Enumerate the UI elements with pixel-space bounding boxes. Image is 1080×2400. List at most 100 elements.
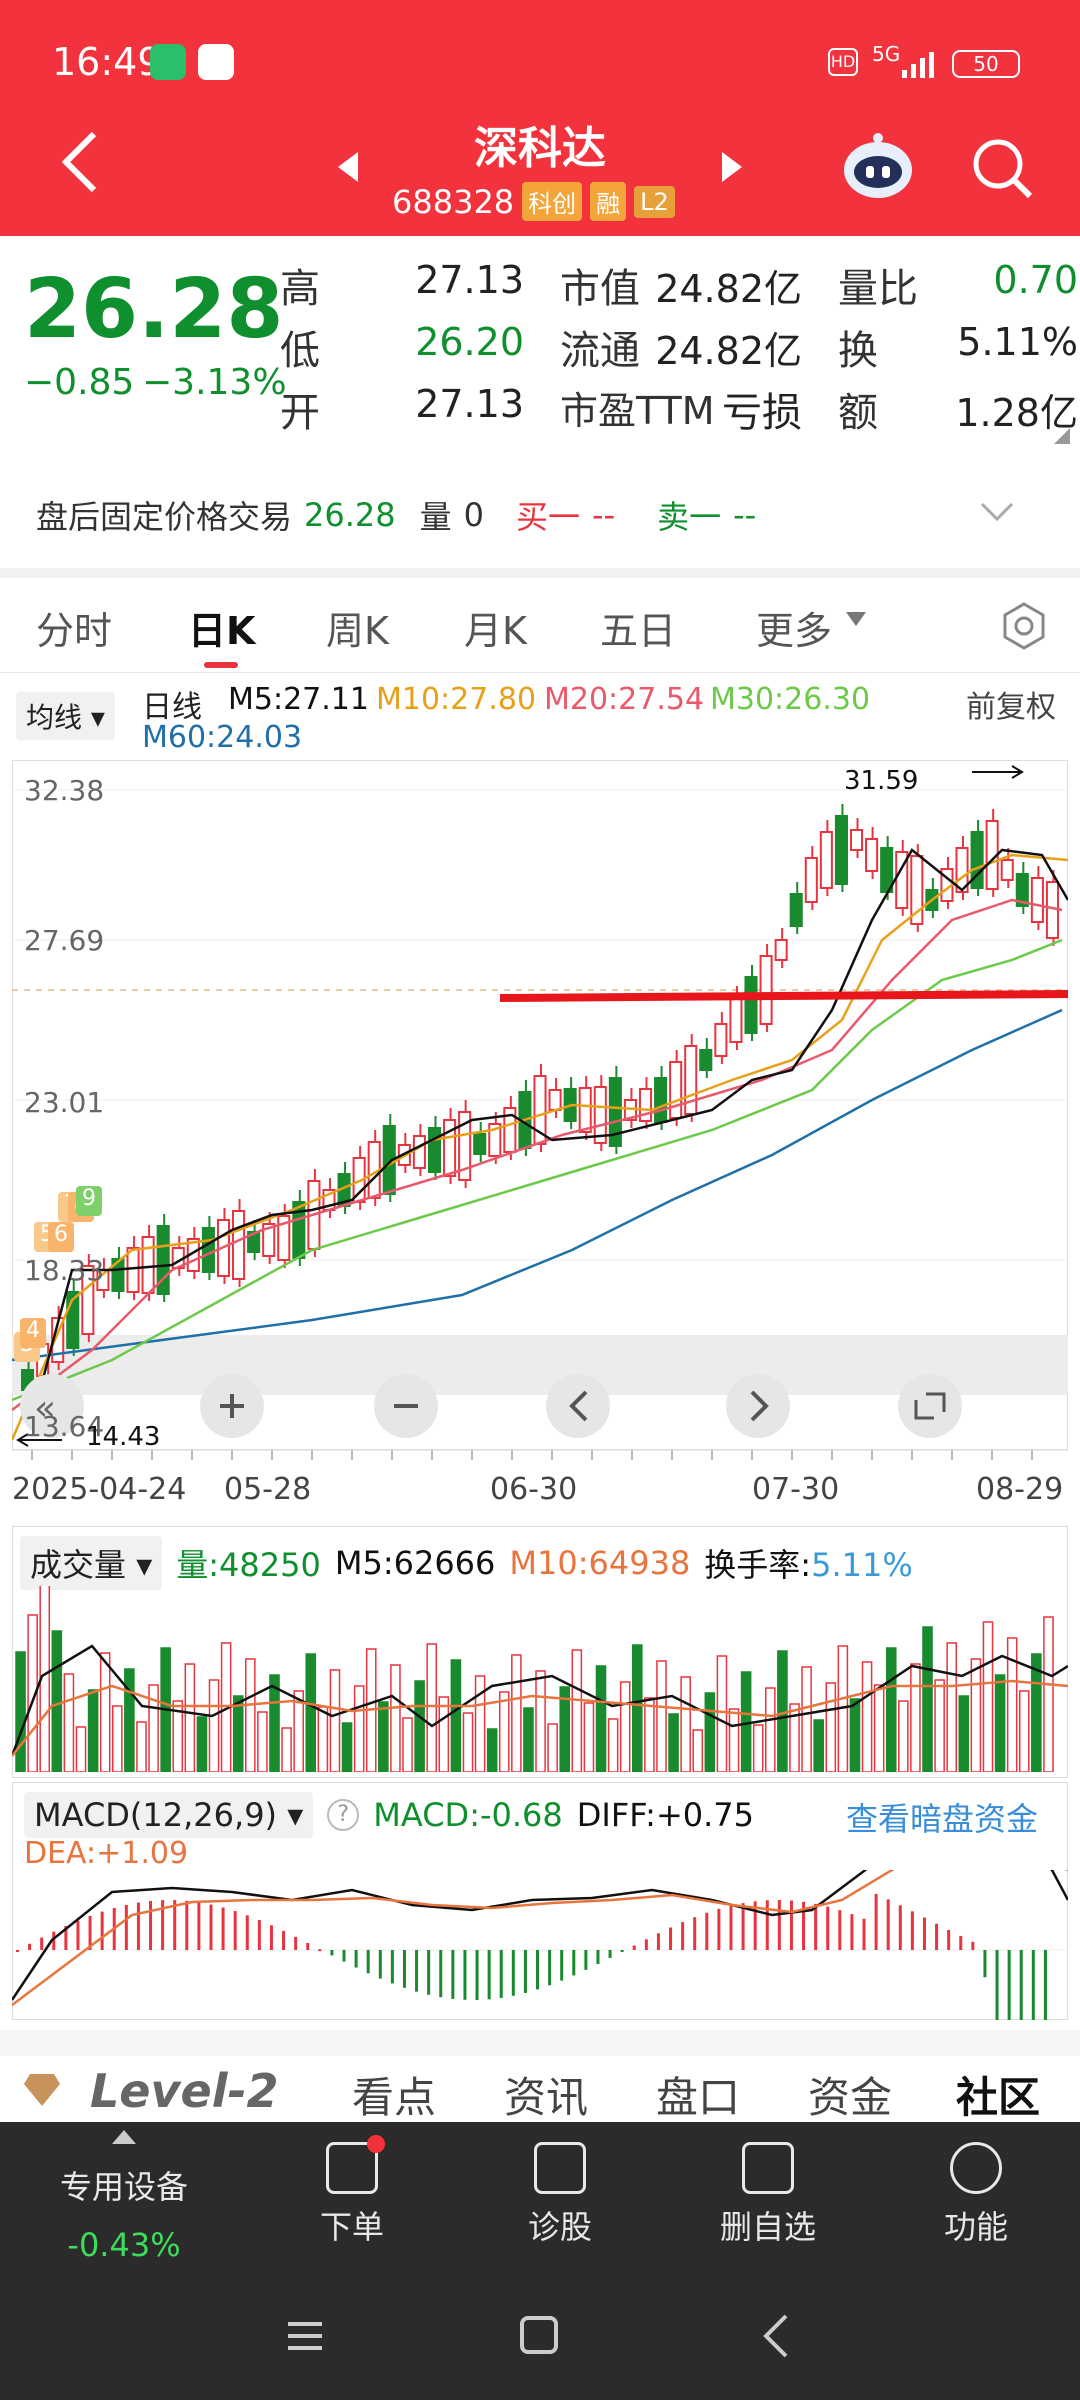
date-label: 05-28: [224, 1472, 312, 1507]
next-stock-icon[interactable]: [720, 150, 744, 184]
signal-marker[interactable]: 4: [20, 1318, 46, 1348]
functions-button[interactable]: 功能: [896, 2142, 1056, 2248]
tab-monthly-k[interactable]: 月K: [464, 609, 527, 653]
adjust-mode[interactable]: 前复权: [966, 690, 1056, 725]
system-back-icon[interactable]: [763, 2314, 788, 2358]
tab-highlights[interactable]: 看点: [352, 2073, 437, 2122]
dark-pool-link[interactable]: 查看暗盘资金: [846, 1800, 1039, 1838]
home-icon[interactable]: [520, 2316, 558, 2354]
expand-corner-icon: [1054, 428, 1070, 444]
mktcap-label: 市值: [560, 266, 640, 312]
stock-name: 深科达: [474, 123, 606, 174]
divider: [0, 672, 1080, 673]
prev-stock-icon[interactable]: [336, 150, 360, 184]
tab-more[interactable]: 更多: [756, 609, 833, 653]
menu-icon[interactable]: [288, 2322, 322, 2350]
macd-bar: [149, 1900, 153, 1950]
macd-bar: [560, 1950, 564, 1981]
ma10-line: [12, 853, 1068, 1441]
volume-chart[interactable]: [12, 1526, 1068, 1778]
tab-news[interactable]: 资讯: [504, 2073, 589, 2122]
tab-community[interactable]: 社区: [956, 2073, 1041, 2122]
macd-bar: [197, 1902, 201, 1950]
ma60-value: M60:24.03: [142, 720, 303, 755]
tab-daily-k[interactable]: 日K: [188, 609, 256, 653]
chevron-down-icon[interactable]: [980, 502, 1014, 522]
volume-bar: [571, 1649, 583, 1772]
active-tab-indicator: [204, 662, 238, 668]
sell1-value: --: [733, 496, 757, 534]
signal-marker[interactable]: 9: [76, 1186, 102, 1216]
macd-bar: [378, 1950, 382, 1979]
candle-body: [970, 831, 984, 889]
remove-favorite-button[interactable]: 删自选: [688, 2142, 848, 2248]
diagnose-label: 诊股: [527, 2208, 592, 2246]
ma-selector[interactable]: 均线 ▾: [16, 692, 115, 740]
search-icon[interactable]: [972, 138, 1034, 200]
functions-icon: [950, 2142, 1002, 2194]
volume-bar: [378, 1701, 389, 1772]
volume-bar: [704, 1692, 716, 1772]
tab-intraday[interactable]: 分时: [36, 609, 113, 653]
settings-icon[interactable]: [1000, 602, 1048, 650]
order-icon: [326, 2135, 385, 2194]
macd-bar: [233, 1911, 237, 1950]
volume-bar: [172, 1700, 184, 1772]
candle-body: [81, 1265, 95, 1335]
tab-level2[interactable]: Level-2: [90, 2064, 279, 2118]
high-label: 高: [280, 266, 320, 312]
tab-capital[interactable]: 资金: [808, 2073, 893, 2122]
macd-bar: [971, 1941, 975, 1950]
signal-icon: [902, 52, 934, 78]
macd-bar: [874, 1893, 878, 1950]
diagnose-button[interactable]: 诊股: [480, 2142, 640, 2248]
after-hours-row[interactable]: 盘后固定价格交易 26.28 量 0 买一 -- 卖一 --: [36, 492, 756, 538]
y-tick-2: 27.69: [24, 924, 105, 957]
volume-bar: [535, 1670, 546, 1772]
volume-bar: [99, 1652, 111, 1772]
help-icon[interactable]: ?: [327, 1799, 360, 1831]
float-value: 24.82亿: [655, 329, 802, 373]
date-label: 06-30: [490, 1472, 578, 1507]
volume-legend: 成交量 ▾ 量:48250 M5:62666 M10:64938 换手率:5.1…: [20, 1536, 913, 1590]
signal-marker[interactable]: 6: [48, 1222, 74, 1252]
volume-ma10-line: [12, 1679, 1068, 1757]
after-hours-label: 盘后固定价格交易: [36, 498, 293, 536]
volume-bar: [849, 1698, 861, 1772]
remove-favorite-label: 删自选: [719, 2208, 816, 2246]
tab-order-book[interactable]: 盘口: [656, 2073, 741, 2122]
candle-body: [865, 838, 879, 872]
macd-bar: [826, 1906, 830, 1950]
functions-label: 功能: [943, 2208, 1008, 2246]
low-value: 26.20: [415, 320, 524, 364]
macd-bar: [814, 1903, 818, 1950]
candle-body: [789, 893, 803, 927]
sector-button[interactable]: 专用设备 -0.43%: [44, 2162, 204, 2264]
candle-body: [427, 1127, 442, 1173]
macd-bar: [221, 1907, 225, 1950]
tab-weekly-k[interactable]: 周K: [326, 609, 389, 653]
macd-bar: [124, 1904, 128, 1950]
candle-body: [684, 1045, 698, 1115]
macd-bar: [185, 1900, 189, 1950]
macd-bar: [511, 1950, 515, 1996]
high-value: 27.13: [415, 258, 524, 302]
candle-body: [1000, 859, 1014, 881]
candle-body: [66, 1291, 80, 1349]
section-divider: [0, 568, 1080, 578]
y-tick-4: 18.33: [24, 1254, 105, 1287]
macd-bar: [173, 1900, 177, 1950]
robot-assistant-icon[interactable]: [840, 132, 916, 200]
back-arrow-icon[interactable]: [60, 130, 100, 194]
volume-bar: [631, 1644, 643, 1772]
tab-five-day[interactable]: 五日: [600, 609, 677, 653]
after-hours-vol: 0: [463, 496, 484, 534]
volume-bar: [644, 1697, 655, 1772]
order-button[interactable]: 下单: [272, 2135, 432, 2248]
macd-chart[interactable]: [12, 1782, 1068, 2020]
candle-body: [488, 1123, 502, 1157]
macd-bar: [475, 1950, 479, 2000]
volume-bar: [402, 1717, 413, 1772]
macd-selector[interactable]: MACD(12,26,9) ▾: [24, 1792, 314, 1838]
volume-selector[interactable]: 成交量 ▾: [20, 1536, 163, 1590]
